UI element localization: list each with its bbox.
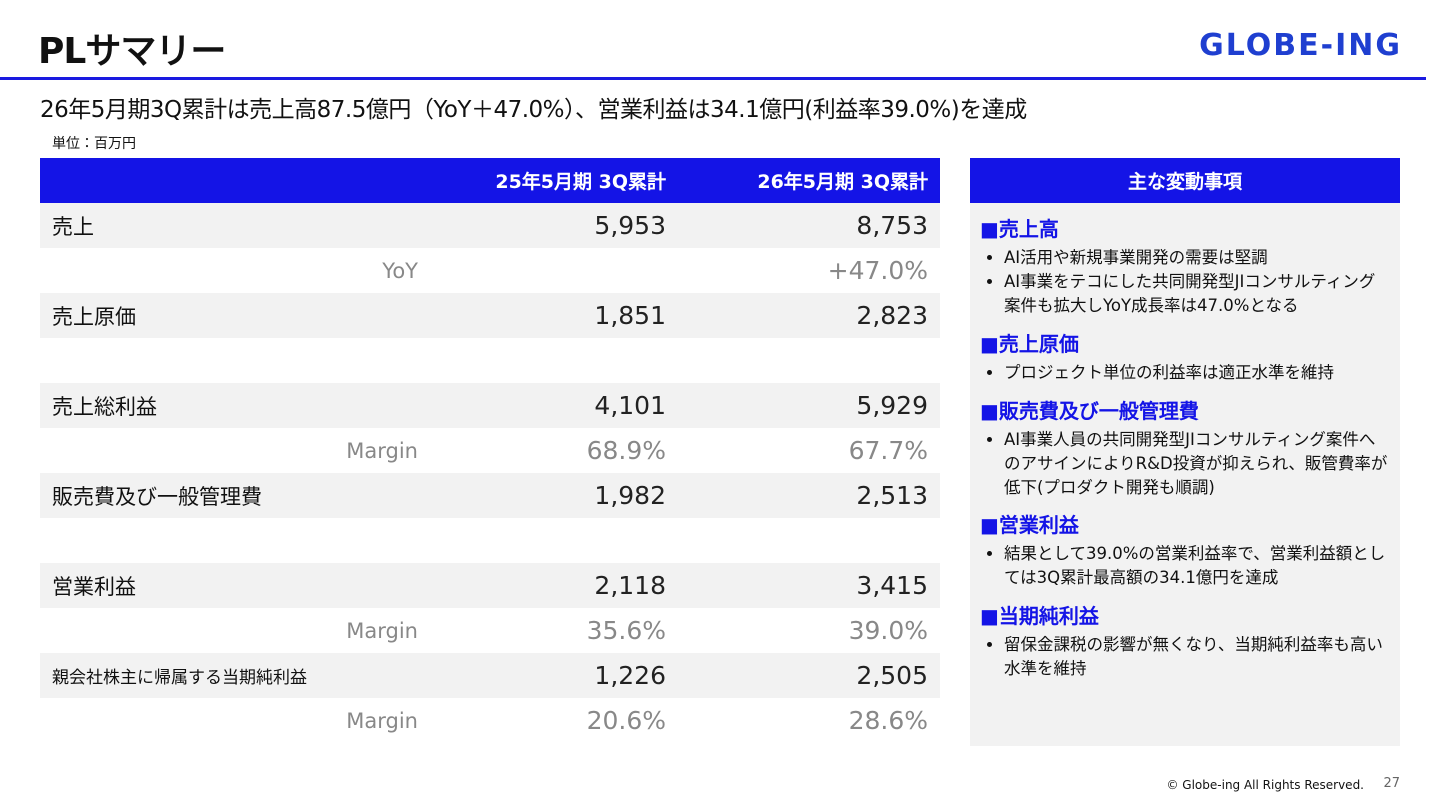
spacer-row	[40, 338, 940, 383]
bullet-list: 留保金課税の影響が無くなり、当期純利益率も高い水準を維持	[980, 633, 1390, 681]
section: ■販売費及び一般管理費 AI事業人員の共同開発型JIコンサルティング案件へのアサイ…	[970, 395, 1400, 500]
value: 39.0%	[848, 616, 928, 645]
copyright: © Globe-ing All Rights Reserved.	[1166, 778, 1364, 792]
pl-table: 25年5月期 3Q累計 26年5月期 3Q累計 売上 5,953 8,753 YoY +…	[40, 158, 940, 743]
value: 8,753	[678, 203, 940, 248]
headline: 26年5月期3Q累計は売上高87.5億円（YoY＋47.0%）、営業利益は34.…	[40, 97, 1027, 123]
value: 4,101	[430, 383, 678, 428]
logo: GLOBE-ING	[1199, 28, 1402, 63]
row: 親会社株主に帰属する当期純利益 1,226 2,505	[40, 653, 940, 698]
bullet: AI活用や新規事業開発の需要は堅調	[1004, 246, 1390, 270]
value: 20.6%	[586, 706, 666, 735]
value: 1,851	[430, 293, 678, 338]
side-title: 主な変動事項	[970, 158, 1400, 203]
label: 売上	[40, 203, 430, 248]
value: 28.6%	[848, 706, 928, 735]
value: 2,823	[678, 293, 940, 338]
header-cell	[40, 158, 430, 203]
page-number: 27	[1383, 776, 1400, 791]
header-cell: 25年5月期 3Q累計	[430, 158, 678, 203]
label: YoY	[382, 258, 418, 283]
label: 売上原価	[40, 293, 430, 338]
unit: 単位：百万円	[52, 136, 136, 152]
bullet: 留保金課税の影響が無くなり、当期純利益率も高い水準を維持	[1004, 633, 1390, 681]
value: 2,118	[430, 563, 678, 608]
header-row: 25年5月期 3Q累計 26年5月期 3Q累計	[40, 158, 940, 203]
divider	[0, 77, 1426, 80]
row: Margin 35.6% 39.0%	[40, 608, 940, 653]
section-heading: ■営業利益	[980, 513, 1079, 538]
bullet: AI事業人員の共同開発型JIコンサルティング案件へのアサインによりR&D投資が抑…	[1004, 428, 1390, 500]
label: 親会社株主に帰属する当期純利益	[40, 653, 430, 698]
row: 売上総利益 4,101 5,929	[40, 383, 940, 428]
section-heading: ■売上原価	[980, 331, 1079, 356]
row: Margin 68.9% 67.7%	[40, 428, 940, 473]
section-heading: ■売上高	[980, 217, 1059, 241]
row: 営業利益 2,118 3,415	[40, 563, 940, 608]
section: ■当期純利益留保金課税の影響が無くなり、当期純利益率も高い水準を維持	[970, 600, 1400, 681]
row: Margin 20.6% 28.6%	[40, 698, 940, 743]
value: 1,982	[430, 473, 678, 518]
label: Margin	[346, 618, 418, 643]
row: 売上 5,953 8,753	[40, 203, 940, 248]
bullet: 結果として39.0%の営業利益率で、営業利益額としては3Q累計最高額の34.1億…	[1004, 542, 1390, 590]
section: ■売上原価プロジェクト単位の利益率は適正水準を維持	[970, 328, 1400, 385]
value: 35.6%	[586, 616, 666, 645]
value: 5,953	[430, 203, 678, 248]
value: 3,415	[678, 563, 940, 608]
sections: ■売上高 AI活用や新規事業開発の需要は堅調AI事業をテコにした共同開発型JIコン…	[970, 213, 1400, 681]
row: 売上原価 1,851 2,823	[40, 293, 940, 338]
label: 販売費及び一般管理費	[40, 473, 430, 518]
side-panel: 主な変動事項 ■売上高 AI活用や新規事業開発の需要は堅調AI事業をテコにした共同…	[970, 158, 1400, 746]
row: YoY +47.0%	[40, 248, 940, 293]
label: 売上総利益	[40, 383, 430, 428]
bullet-list: AI活用や新規事業開発の需要は堅調AI事業をテコにした共同開発型JIコンサルティ…	[980, 246, 1390, 318]
spacer-row	[40, 518, 940, 563]
section-heading: ■当期純利益	[980, 604, 1099, 629]
bullet-list: プロジェクト単位の利益率は適正水準を維持	[980, 361, 1390, 385]
section: ■売上高 AI活用や新規事業開発の需要は堅調AI事業をテコにした共同開発型JIコン…	[970, 213, 1400, 318]
label: 営業利益	[40, 563, 430, 608]
value	[430, 248, 678, 293]
bullet: AI事業をテコにした共同開発型JIコンサルティング案件も拡大しYoY成長率は47…	[1004, 270, 1390, 318]
bullet-list: AI事業人員の共同開発型JIコンサルティング案件へのアサインによりR&D投資が抑…	[980, 428, 1390, 500]
section: ■営業利益結果として39.0%の営業利益率で、営業利益額としては3Q累計最高額の…	[970, 509, 1400, 590]
value: 2,513	[678, 473, 940, 518]
value: 2,505	[678, 653, 940, 698]
value: +47.0%	[827, 256, 928, 285]
title: PLサマリー	[38, 31, 226, 72]
section-heading: ■販売費及び一般管理費	[980, 398, 1199, 423]
label: Margin	[346, 708, 418, 733]
value: 67.7%	[848, 436, 928, 465]
value: 1,226	[430, 653, 678, 698]
bullet: プロジェクト単位の利益率は適正水準を維持	[1004, 361, 1390, 385]
header-cell: 26年5月期 3Q累計	[678, 158, 940, 203]
value: 5,929	[678, 383, 940, 428]
value: 68.9%	[586, 436, 666, 465]
row: 販売費及び一般管理費 1,982 2,513	[40, 473, 940, 518]
label: Margin	[346, 438, 418, 463]
bullet-list: 結果として39.0%の営業利益率で、営業利益額としては3Q累計最高額の34.1億…	[980, 542, 1390, 590]
